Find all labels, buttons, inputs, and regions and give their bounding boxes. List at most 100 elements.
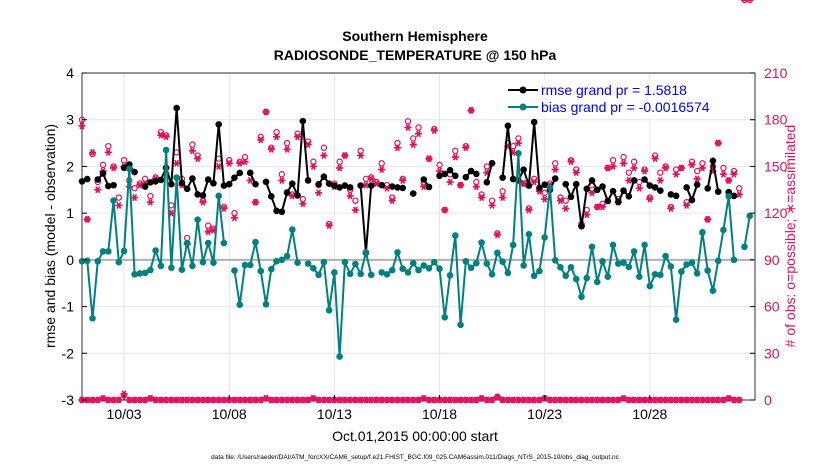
obs-assimilated-marker <box>257 396 265 404</box>
obs-star-center <box>90 398 95 402</box>
obs-star-center <box>117 203 121 207</box>
bias-point <box>546 184 554 191</box>
obs-star-center <box>369 177 373 181</box>
obs-possible-marker <box>141 175 149 183</box>
y-tick-label: -1 <box>62 299 75 315</box>
bias-point <box>662 252 669 260</box>
obs-assimilated-marker <box>88 148 97 156</box>
obs-star-center <box>111 398 116 402</box>
bias-point <box>141 269 149 277</box>
obs-possible-marker <box>410 135 417 142</box>
obs-assimilated-marker <box>404 123 412 132</box>
obs-assimilated-marker <box>278 176 286 184</box>
rmse-point <box>467 167 475 175</box>
rmse-point <box>473 170 480 178</box>
obs-possible-marker <box>278 171 285 178</box>
rmse-point <box>178 179 186 187</box>
obs-possible-marker <box>189 141 196 148</box>
bias-point <box>693 270 701 277</box>
obs-star-center <box>327 224 331 228</box>
obs-star-center <box>364 183 368 187</box>
rmse-point <box>436 172 443 180</box>
obs-possible-marker <box>620 153 627 161</box>
obs-star-center <box>469 108 473 112</box>
obs-assimilated-marker <box>483 396 491 404</box>
bias-point <box>725 193 733 200</box>
obs-star-center <box>227 161 231 165</box>
obs-star-center <box>159 398 163 402</box>
obs-star-center <box>700 398 705 402</box>
obs-assimilated-marker <box>520 180 528 188</box>
y-tick-label: 2 <box>66 158 74 174</box>
obs-assimilated-marker <box>630 164 638 172</box>
obs-assimilated-marker <box>357 396 365 404</box>
obs-star-center <box>259 138 263 142</box>
obs-star-center <box>406 125 410 130</box>
bias-point <box>104 248 112 255</box>
bias-point <box>536 267 543 275</box>
obs-star-center <box>506 398 510 402</box>
obs-possible-marker <box>562 197 569 204</box>
obs-star-center <box>627 398 631 402</box>
obs-star-center <box>96 398 100 402</box>
obs-possible-marker <box>499 188 506 195</box>
obs-possible-marker <box>357 147 364 155</box>
obs-star-center <box>501 398 505 402</box>
obs-star-center <box>558 199 563 203</box>
obs-assimilated-marker <box>346 192 354 200</box>
bias-point <box>157 262 165 270</box>
obs-star-center <box>190 149 195 153</box>
bias-point <box>436 265 443 273</box>
rmse-point <box>730 192 738 200</box>
obs-star-center <box>253 200 258 204</box>
obs-possible-marker <box>204 222 212 229</box>
obs-possible-marker <box>541 189 548 197</box>
obs-star-center <box>653 157 657 161</box>
y-tick-label: -2 <box>62 345 75 361</box>
rmse-point <box>273 207 280 215</box>
bias-point <box>183 239 191 247</box>
rmse-point <box>189 175 196 182</box>
rmse-point <box>231 174 238 181</box>
obs-star-center <box>232 216 237 220</box>
obs-star-center <box>716 141 720 145</box>
obs-count-markers <box>78 0 754 404</box>
obs-assimilated-marker <box>420 183 428 191</box>
rmse-point <box>520 166 527 173</box>
bias-point <box>152 247 159 254</box>
obs-star-center <box>180 398 184 402</box>
obs-star-center <box>127 398 131 402</box>
bias-point <box>204 239 212 247</box>
bias-point <box>210 259 217 266</box>
rmse-point <box>341 182 349 189</box>
obs-star-center <box>721 172 726 176</box>
obs-assimilated-marker <box>430 127 438 135</box>
bias-point <box>709 287 717 294</box>
obs-star-center <box>169 211 173 215</box>
bias-point <box>651 271 659 278</box>
bias-point <box>420 262 428 269</box>
bias-point <box>462 257 470 265</box>
obs-assimilated-marker <box>130 194 139 202</box>
obs-star-center <box>537 398 542 402</box>
obs-assimilated-marker <box>299 396 307 404</box>
obs-star-center <box>590 398 594 402</box>
rmse-point <box>325 180 333 188</box>
obs-assimilated-marker <box>583 211 591 219</box>
obs-star-center <box>264 110 268 114</box>
obs-star-center <box>385 186 389 190</box>
bias-point <box>110 197 117 204</box>
obs-star-center <box>148 200 152 204</box>
rmse-point <box>104 182 112 190</box>
obs-star-center <box>369 398 373 402</box>
obs-assimilated-marker <box>104 148 112 156</box>
rmse-point <box>267 193 275 200</box>
obs-possible-marker <box>394 139 401 147</box>
obs-assimilated-marker <box>188 147 197 155</box>
obs-assimilated-marker <box>562 204 570 212</box>
bias-point <box>341 258 349 266</box>
obs-star-center <box>348 398 352 402</box>
obs-assimilated-marker <box>378 166 386 174</box>
obs-assimilated-marker <box>704 396 712 404</box>
obs-assimilated-marker <box>551 396 559 404</box>
